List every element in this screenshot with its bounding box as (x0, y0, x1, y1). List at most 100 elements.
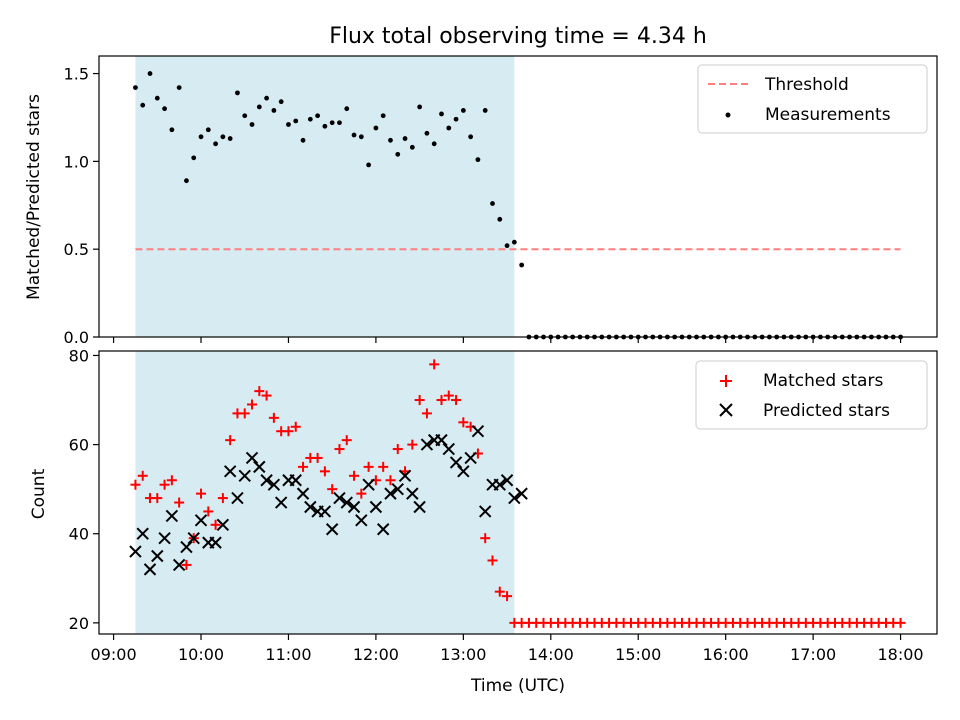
matched-star-point (429, 359, 440, 370)
measurement-point (184, 178, 189, 184)
predicted-star-point (479, 505, 492, 518)
measurement-point (329, 120, 335, 126)
predicted-star-point (340, 496, 353, 509)
matched-star-point (349, 470, 360, 481)
x-tick-label: 13:00 (440, 645, 486, 664)
predicted-star-point (158, 531, 171, 545)
x-axis-label: Time (UTC) (470, 676, 565, 696)
top-y-tick-label: 0.5 (64, 240, 89, 259)
predicted-star-point (296, 487, 310, 500)
measurement-point (154, 95, 160, 101)
matched-star-point (334, 444, 345, 455)
predicted-star-point (369, 500, 383, 514)
predicted-star-point (129, 545, 142, 558)
predicted-star-point (464, 451, 477, 465)
measurement-point (475, 157, 481, 163)
matched-star-point (414, 395, 425, 406)
predicted-star-point (406, 487, 419, 500)
matched-star-point (436, 395, 447, 406)
matched-star-point (298, 461, 309, 472)
x-tick-label: 16:00 (703, 645, 749, 664)
matched-star-point (378, 461, 389, 472)
matched-star-point (341, 435, 352, 446)
matched-star-point (268, 412, 279, 423)
matched-star-point (203, 506, 214, 517)
top-y-tick-label: 1.0 (64, 152, 89, 171)
predicted-star-point (289, 474, 302, 487)
matched-star-point (137, 470, 148, 481)
measurement-point (133, 85, 138, 91)
predicted-star-point (376, 523, 390, 536)
top-axes-frame (98, 55, 938, 338)
predicted-star-point (209, 536, 222, 549)
predicted-star-point (260, 474, 273, 487)
x-tick-label: 11:00 (265, 645, 311, 664)
matched-star-point (196, 488, 207, 499)
measurement-point (409, 144, 415, 150)
measurement-point (176, 85, 182, 91)
predicted-star-point (172, 558, 186, 572)
matched-star-point (356, 488, 367, 499)
measurement-point (460, 108, 466, 113)
bottom-y-tick-label: 80 (69, 346, 89, 365)
matched-star-point (458, 417, 469, 428)
matched-star-point (247, 399, 258, 410)
x-tick-label: 17:00 (790, 645, 836, 664)
measurement-point (519, 262, 525, 268)
predicted-star-point (347, 500, 361, 514)
predicted-star-point (231, 491, 244, 505)
matched-star-point (407, 439, 418, 450)
measurement-point (293, 118, 299, 124)
measurement-point (322, 123, 328, 129)
measurement-point (431, 141, 437, 147)
matched-star-point (239, 408, 250, 419)
matched-star-point (254, 386, 265, 397)
measurement-point (358, 134, 364, 140)
predicted-star-point (384, 487, 397, 500)
bottom-y-tick-label: 60 (69, 436, 89, 455)
measurement-point (264, 95, 269, 101)
predicted-star-point (362, 478, 375, 491)
matched-star-point (487, 555, 498, 566)
matched-star-point (130, 479, 141, 490)
predicted-star-point (216, 518, 230, 532)
predicted-star-point (442, 442, 455, 456)
legend-measurements-swatch (725, 112, 731, 118)
matched-star-point (451, 395, 462, 406)
measurement-point (439, 111, 444, 117)
matched-star-point (363, 461, 374, 472)
measurement-point (395, 151, 401, 157)
predicted-star-point (449, 456, 463, 469)
measurement-point (388, 137, 393, 143)
matched-star-point (312, 452, 323, 463)
bottom-plot-marks (129, 359, 906, 628)
measurement-point (286, 122, 291, 127)
matched-star-point (181, 559, 192, 570)
measurement-point (191, 155, 197, 161)
matched-star-point (210, 519, 221, 530)
legend-measurements-label: Measurements (765, 105, 891, 125)
matched-star-point (166, 475, 177, 486)
measurement-point (468, 134, 474, 140)
matched-star-point (421, 408, 432, 419)
measurement-point (446, 125, 452, 131)
measurement-point (169, 127, 175, 133)
predicted-star-point (165, 509, 179, 523)
predicted-star-point (318, 505, 332, 518)
legend-threshold-label: Threshold (764, 75, 849, 95)
predicted-star-point (508, 491, 521, 505)
x-tick-label: 10:00 (178, 645, 224, 664)
measurement-point (140, 102, 146, 108)
predicted-star-point (143, 563, 157, 576)
bottom-y-tick-label: 40 (69, 525, 89, 544)
predicted-star-point (151, 549, 164, 563)
matched-star-point (174, 497, 185, 508)
bottom-y-tick-label: 20 (69, 614, 89, 633)
measurement-point (424, 130, 430, 136)
top-plot-marks (133, 71, 903, 340)
chart-title: Flux total observing time = 4.34 h (329, 24, 707, 49)
predicted-star-point (515, 487, 528, 500)
measurement-point (278, 99, 284, 105)
matched-star-point (895, 617, 906, 628)
